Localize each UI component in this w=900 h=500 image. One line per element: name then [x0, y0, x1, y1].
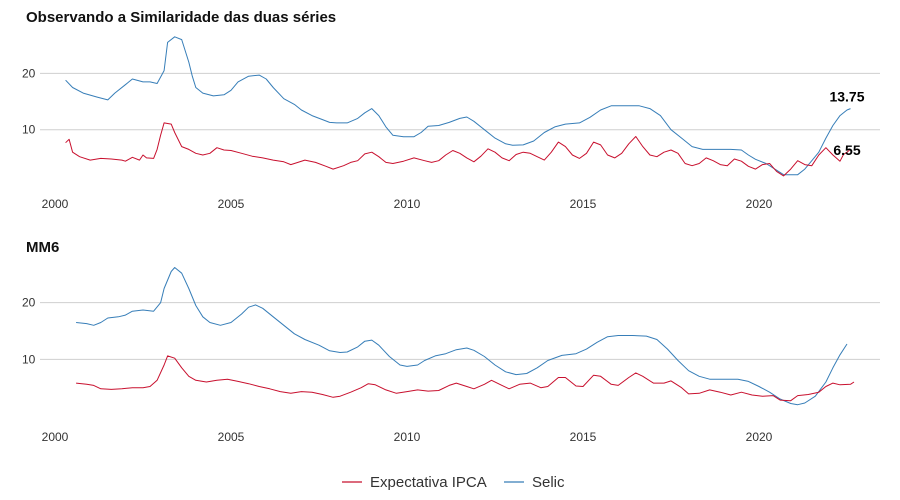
legend-label-ipca: Expectativa IPCA — [370, 474, 487, 491]
panel-title-bottom: MM6 — [26, 239, 59, 256]
x-tick-label: 2000 — [42, 430, 69, 444]
y-tick-label: 20 — [22, 66, 36, 80]
y-gridlines — [40, 302, 880, 360]
ipca-end-label: 6.55 — [833, 142, 860, 158]
legend-label-selic: Selic — [532, 474, 565, 491]
selic-end-label: 13.75 — [829, 89, 864, 105]
series-line-selic — [76, 267, 848, 406]
panel-top: Observando a Similaridade das duas série… — [22, 9, 880, 211]
legend: Expectativa IPCA Selic — [342, 474, 565, 491]
series-lines — [65, 36, 851, 177]
y-gridlines — [40, 72, 880, 131]
panel-title-top: Observando a Similaridade das duas série… — [26, 9, 336, 26]
y-axis-tick-labels: 10 20 — [22, 296, 36, 367]
series-line-expectativa-ipca — [76, 355, 855, 402]
x-tick-label: 2005 — [218, 430, 245, 444]
x-tick-label: 2010 — [394, 430, 421, 444]
panel-bottom: MM6 10 20 2000 2005 2010 2015 2020 — [22, 239, 880, 444]
x-tick-label: 2020 — [746, 430, 773, 444]
x-tick-label: 2020 — [746, 197, 773, 211]
series-line-selic — [65, 36, 851, 176]
end-value-labels: 13.75 6.55 — [829, 89, 864, 159]
y-tick-label: 10 — [22, 352, 36, 366]
y-tick-label: 20 — [22, 296, 36, 310]
x-tick-label: 2000 — [42, 197, 69, 211]
series-line-expectativa-ipca — [65, 122, 851, 177]
x-tick-label: 2005 — [218, 197, 245, 211]
y-axis-tick-labels: 10 20 — [22, 66, 36, 136]
x-tick-label: 2010 — [394, 197, 421, 211]
x-axis-tick-labels: 2000 2005 2010 2015 2020 — [42, 197, 773, 211]
x-tick-label: 2015 — [570, 430, 597, 444]
series-lines — [76, 267, 855, 406]
x-axis-tick-labels: 2000 2005 2010 2015 2020 — [42, 430, 773, 444]
x-tick-label: 2015 — [570, 197, 597, 211]
y-tick-label: 10 — [22, 123, 36, 137]
